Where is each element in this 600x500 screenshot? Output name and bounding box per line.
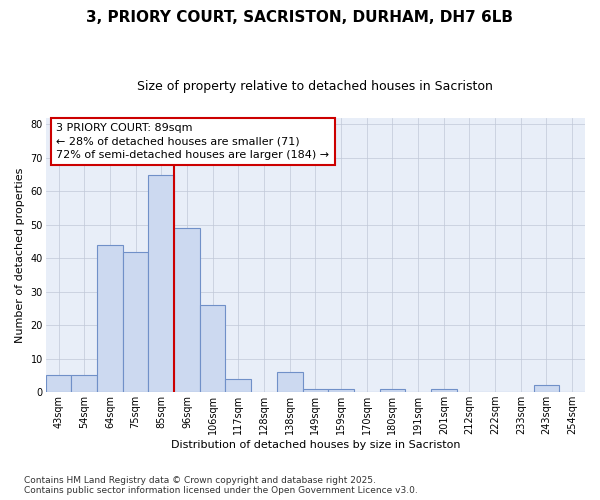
Bar bbox=[148, 174, 174, 392]
X-axis label: Distribution of detached houses by size in Sacriston: Distribution of detached houses by size … bbox=[170, 440, 460, 450]
Text: Contains HM Land Registry data © Crown copyright and database right 2025.
Contai: Contains HM Land Registry data © Crown c… bbox=[24, 476, 418, 495]
Bar bbox=[97, 245, 123, 392]
Text: 3, PRIORY COURT, SACRISTON, DURHAM, DH7 6LB: 3, PRIORY COURT, SACRISTON, DURHAM, DH7 … bbox=[86, 10, 514, 25]
Title: Size of property relative to detached houses in Sacriston: Size of property relative to detached ho… bbox=[137, 80, 493, 93]
Bar bbox=[431, 389, 457, 392]
Bar bbox=[174, 228, 200, 392]
Bar bbox=[71, 376, 97, 392]
Bar bbox=[277, 372, 302, 392]
Text: 3 PRIORY COURT: 89sqm
← 28% of detached houses are smaller (71)
72% of semi-deta: 3 PRIORY COURT: 89sqm ← 28% of detached … bbox=[56, 124, 329, 160]
Bar bbox=[46, 376, 71, 392]
Bar bbox=[328, 389, 354, 392]
Y-axis label: Number of detached properties: Number of detached properties bbox=[15, 168, 25, 342]
Bar bbox=[380, 389, 405, 392]
Bar bbox=[123, 252, 148, 392]
Bar bbox=[533, 386, 559, 392]
Bar bbox=[226, 379, 251, 392]
Bar bbox=[302, 389, 328, 392]
Bar bbox=[200, 305, 226, 392]
